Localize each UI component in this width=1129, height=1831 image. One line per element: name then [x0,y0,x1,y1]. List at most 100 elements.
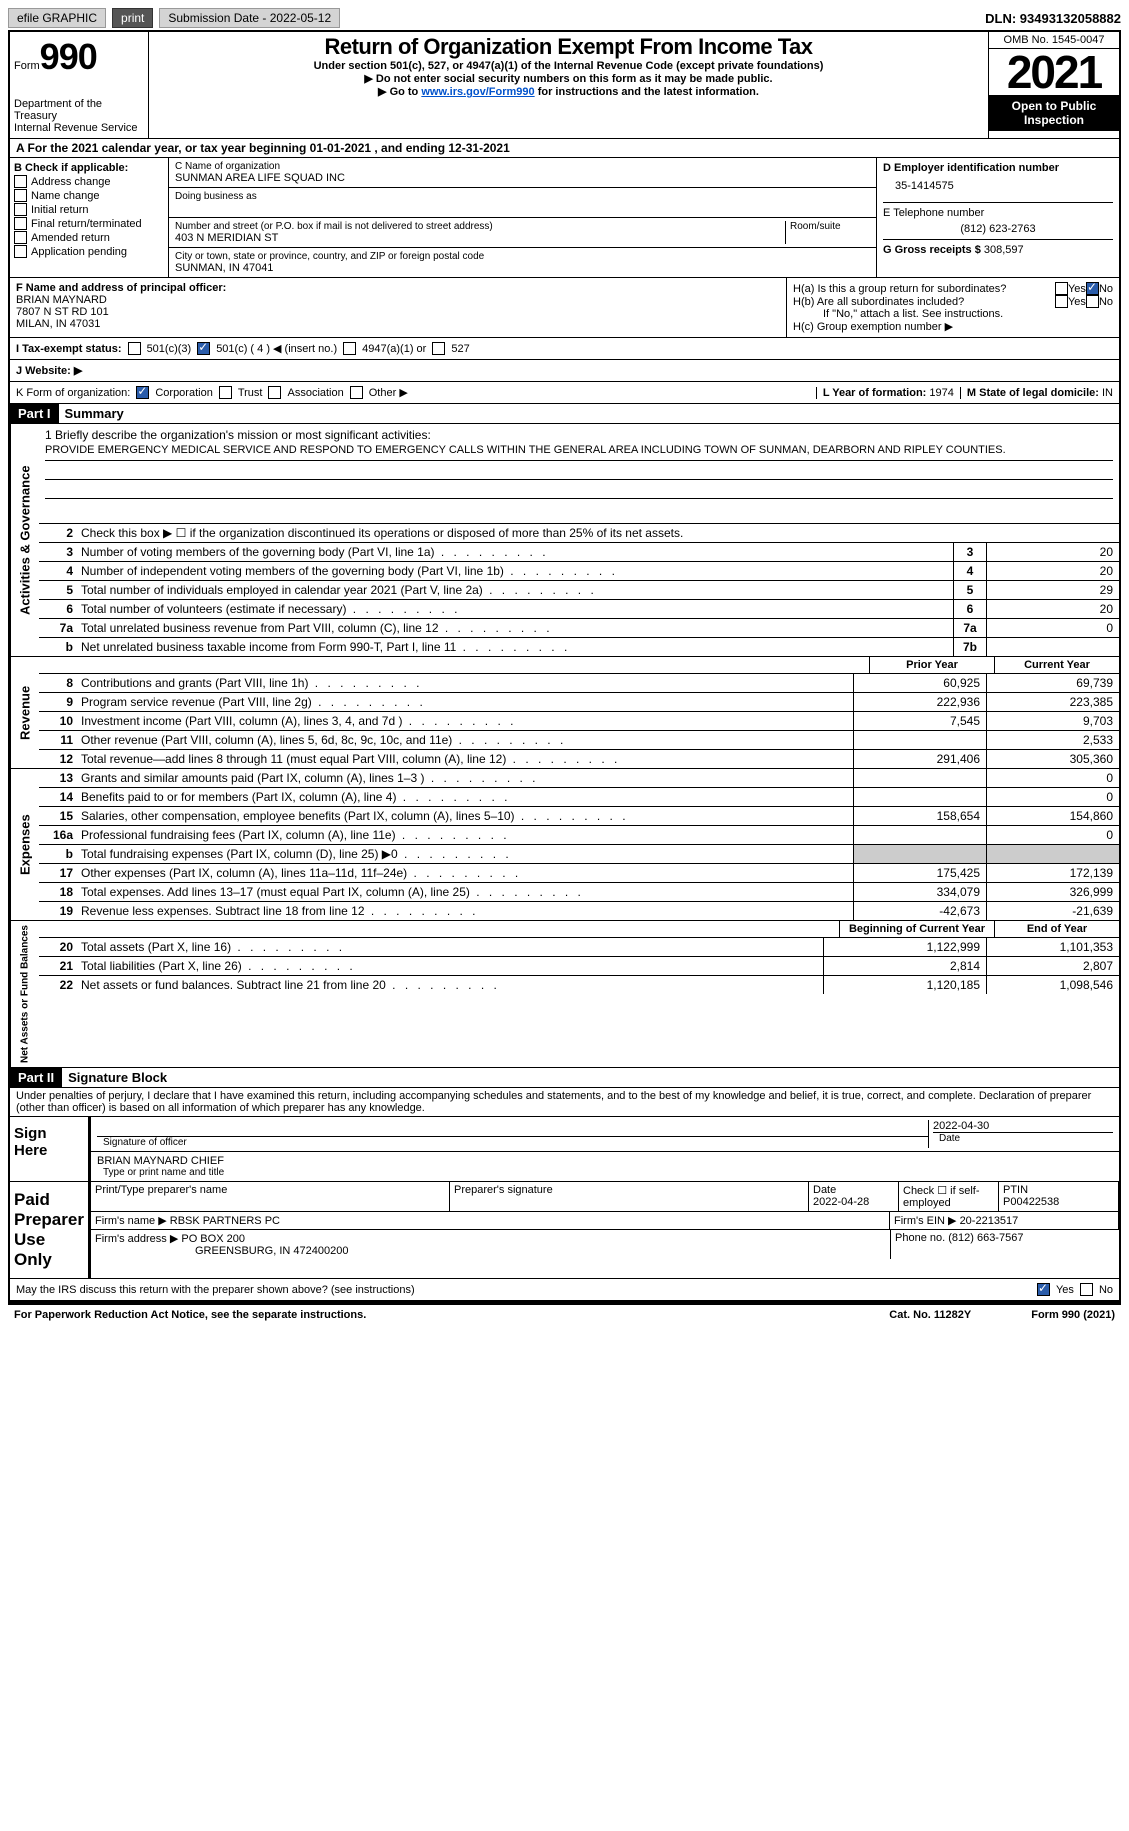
firm-addr2: GREENSBURG, IN 472400200 [95,1245,348,1257]
side-netassets: Net Assets or Fund Balances [10,921,39,1067]
chk-trust[interactable] [219,386,232,399]
row-a-period: A For the 2021 calendar year, or tax yea… [10,139,1119,158]
print-button[interactable]: print [112,8,153,28]
prep-sig-label: Preparer's signature [450,1182,809,1212]
part1-title: Summary [59,404,130,423]
note-ssn: ▶ Do not enter social security numbers o… [153,72,984,85]
current-year-hdr: Current Year [994,657,1119,673]
line2-text: Check this box ▶ ☐ if the organization d… [77,524,1119,542]
year-formation: 1974 [929,387,953,399]
end-year-hdr: End of Year [994,921,1119,937]
phone-value: (812) 623-2763 [883,219,1113,239]
penalty-text: Under penalties of perjury, I declare th… [10,1088,1119,1117]
form-number: 990 [40,36,97,77]
top-toolbar: efile GRAPHIC print Submission Date - 20… [8,8,1121,28]
irs-link[interactable]: www.irs.gov/Form990 [421,86,534,98]
firm-phone: (812) 663-7567 [948,1232,1023,1244]
chk-address[interactable] [14,175,27,188]
self-employed-chk: Check ☐ if self-employed [899,1182,999,1212]
discuss-text: May the IRS discuss this return with the… [16,1284,415,1296]
footer-right: Form 990 (2021) [1031,1309,1115,1321]
dln-number: DLN: 93493132058882 [985,11,1121,26]
tax-status-label: I Tax-exempt status: [16,343,122,355]
form-org-label: K Form of organization: [16,387,130,399]
street-address: 403 N MERIDIAN ST [175,232,785,244]
sig-date: 2022-04-30 [933,1120,1113,1132]
mission-text: PROVIDE EMERGENCY MEDICAL SERVICE AND RE… [45,444,1113,461]
state-domicile: IN [1102,387,1113,399]
sign-here-label: Sign Here [10,1117,91,1181]
ha-no-chk[interactable] [1086,282,1099,295]
firm-name: RBSK PARTNERS PC [170,1215,280,1227]
ein-value: 35-1414575 [883,174,1113,202]
ha-yes-chk[interactable] [1055,282,1068,295]
officer-name: BRIAN MAYNARD [16,294,780,306]
gross-value: 308,597 [984,244,1024,256]
sig-name-label: Type or print name and title [97,1167,1113,1178]
form-label: Form [14,60,40,72]
room-label: Room/suite [790,221,870,232]
prep-date: 2022-04-28 [813,1196,869,1208]
mission-label: 1 Briefly describe the organization's mi… [45,428,1113,442]
hb-no-chk[interactable] [1086,295,1099,308]
form-container: Form990 Department of the Treasury Inter… [8,30,1121,1304]
part2-header: Part II [10,1068,62,1087]
org-name-label: C Name of organization [175,161,870,172]
addr-label: Number and street (or P.O. box if mail i… [175,221,785,232]
chk-501c[interactable] [197,342,210,355]
city-state-zip: SUNMAN, IN 47041 [175,262,870,274]
officer-addr2: MILAN, IN 47031 [16,318,780,330]
officer-addr1: 7807 N ST RD 101 [16,306,780,318]
col-b-header: B Check if applicable: [14,162,164,174]
org-name: SUNMAN AREA LIFE SQUAD INC [175,172,870,184]
chk-527[interactable] [432,342,445,355]
officer-label: F Name and address of principal officer: [16,282,226,294]
city-label: City or town, state or province, country… [175,251,870,262]
part2-title: Signature Block [62,1068,173,1087]
irs-label: Internal Revenue Service [14,122,144,134]
efile-label: efile GRAPHIC [8,8,106,28]
gross-label: G Gross receipts $ [883,244,981,256]
footer-left: For Paperwork Reduction Act Notice, see … [14,1309,366,1321]
submission-date: Submission Date - 2022-05-12 [159,8,340,28]
chk-501c3[interactable] [128,342,141,355]
chk-amended[interactable] [14,231,27,244]
part1-header: Part I [10,404,59,423]
side-expenses: Expenses [10,769,39,920]
chk-final[interactable] [14,217,27,230]
note-link: ▶ Go to www.irs.gov/Form990 for instruct… [153,85,984,98]
chk-assoc[interactable] [268,386,281,399]
tax-year: 2021 [989,49,1119,95]
firm-ein: 20-2213517 [960,1215,1019,1227]
side-governance: Activities & Governance [10,424,39,656]
form-subtitle: Under section 501(c), 527, or 4947(a)(1)… [153,60,984,72]
chk-corp[interactable] [136,386,149,399]
chk-4947[interactable] [343,342,356,355]
prep-name-label: Print/Type preparer's name [91,1182,450,1212]
ptin-value: P00422538 [1003,1196,1059,1208]
sig-date-label: Date [933,1132,1113,1144]
footer-mid: Cat. No. 11282Y [889,1309,971,1321]
chk-other[interactable] [350,386,363,399]
side-revenue: Revenue [10,657,39,768]
sig-officer-label: Signature of officer [97,1136,928,1148]
open-public-badge: Open to Public Inspection [989,95,1119,131]
discuss-yes-chk[interactable] [1037,1283,1050,1296]
dba-label: Doing business as [175,191,870,202]
ein-label: D Employer identification number [883,162,1113,174]
chk-initial[interactable] [14,203,27,216]
ha-label: H(a) Is this a group return for subordin… [793,283,1055,295]
hb-label: H(b) Are all subordinates included? [793,296,1055,308]
prior-year-hdr: Prior Year [869,657,994,673]
hb-note: If "No," attach a list. See instructions… [793,308,1113,320]
hb-yes-chk[interactable] [1055,295,1068,308]
chk-pending[interactable] [14,245,27,258]
chk-name[interactable] [14,189,27,202]
paid-preparer-label: Paid Preparer Use Only [10,1182,91,1278]
discuss-no-chk[interactable] [1080,1283,1093,1296]
form-title: Return of Organization Exempt From Incom… [153,34,984,60]
phone-label: E Telephone number [883,202,1113,219]
sig-name: BRIAN MAYNARD CHIEF [97,1155,1113,1167]
website-label: J Website: ▶ [16,364,82,377]
hc-label: H(c) Group exemption number ▶ [793,320,1113,333]
